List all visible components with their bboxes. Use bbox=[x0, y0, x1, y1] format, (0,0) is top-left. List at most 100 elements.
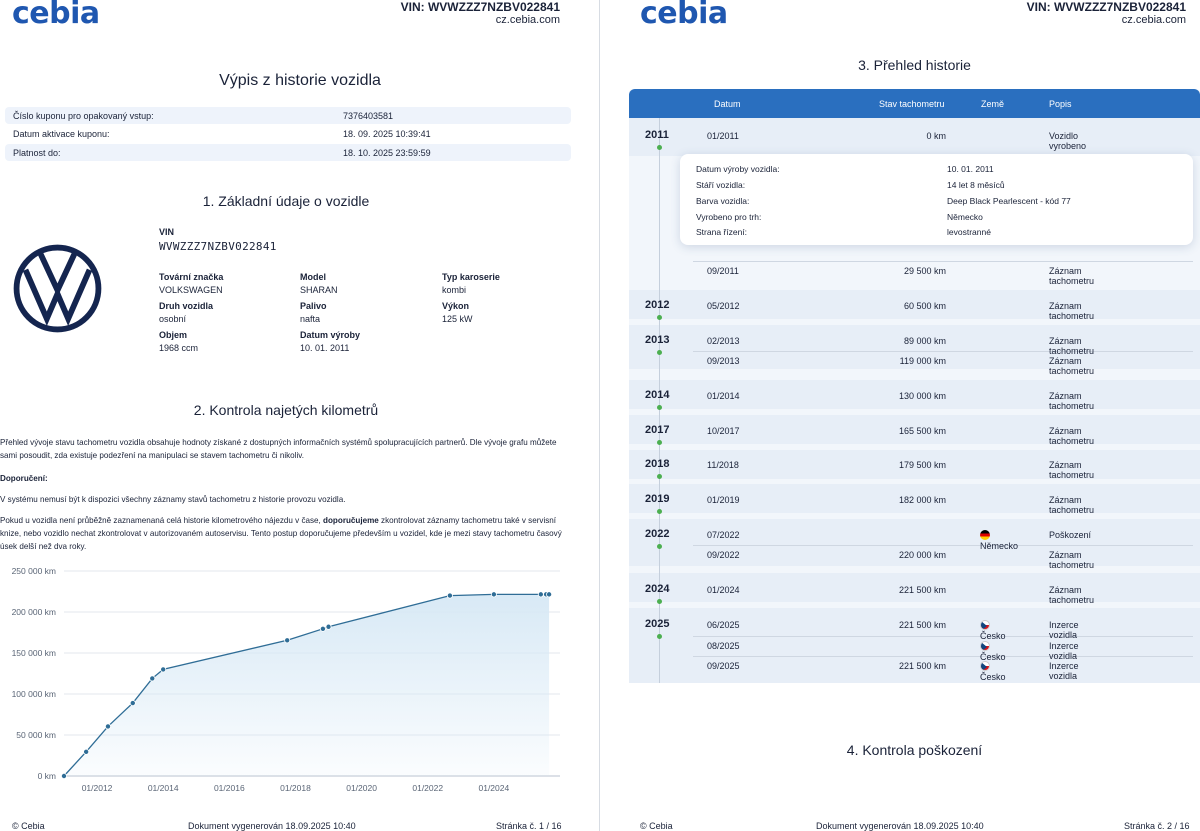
history-odometer: 29 500 km bbox=[903, 266, 946, 276]
history-date: 09/2013 bbox=[707, 356, 740, 366]
history-description: Záznam tachometru bbox=[1049, 356, 1095, 376]
website-link[interactable]: cz.cebia.com bbox=[1121, 14, 1186, 26]
history-year: 2013 bbox=[645, 334, 670, 346]
history-country: Německo bbox=[980, 530, 1018, 551]
year-band bbox=[629, 573, 1200, 602]
footer-copyright: © Cebia bbox=[640, 821, 673, 831]
timeline-dot bbox=[657, 350, 662, 355]
germany-flag-icon bbox=[980, 530, 990, 540]
recommendation-label: Doporučení: bbox=[0, 474, 48, 483]
timeline-dot bbox=[657, 405, 662, 410]
history-table-header: Datum Stav tachometru Země Popis bbox=[629, 89, 1200, 118]
history-year: 2024 bbox=[645, 583, 670, 595]
history-date: 01/2024 bbox=[707, 585, 740, 595]
x-tick-label: 01/2016 bbox=[214, 783, 245, 793]
timeline-dot bbox=[657, 509, 662, 514]
report-page-1: cebia VIN: WVWZZZ7NZBV022841 cz.cebia.co… bbox=[0, 0, 572, 831]
history-description: Záznam tachometru bbox=[1049, 460, 1095, 480]
timeline-dot bbox=[657, 599, 662, 604]
vin-header-text: VIN: WVWZZZ7NZBV022841 bbox=[400, 0, 560, 14]
detail-value: levostranné bbox=[947, 227, 991, 237]
footer-page-number: Stránka č. 1 / 16 bbox=[496, 821, 562, 831]
history-year: 2012 bbox=[645, 299, 670, 311]
history-country-name: Česko bbox=[980, 672, 1006, 682]
coupon-row-key: Platnost do: bbox=[13, 148, 61, 158]
field-label: Datum výroby bbox=[300, 330, 361, 340]
field-label: Tovární značka bbox=[159, 272, 224, 282]
history-date: 01/2014 bbox=[707, 391, 740, 401]
x-tick-label: 01/2012 bbox=[82, 783, 113, 793]
field-value: 1968 ccm bbox=[159, 343, 199, 353]
detail-key: Vyrobeno pro trh: bbox=[696, 212, 762, 222]
history-odometer: 220 000 km bbox=[898, 550, 946, 560]
column-header-country: Země bbox=[981, 99, 1005, 109]
x-tick-label: 01/2020 bbox=[346, 783, 377, 793]
history-date: 11/2018 bbox=[707, 460, 739, 470]
chart-point bbox=[160, 666, 167, 673]
advice-paragraph: Pokud u vozidla není průběžně zaznamenan… bbox=[0, 514, 572, 553]
history-description: Inzerce vozidla bbox=[1049, 661, 1079, 681]
footer-copyright: © Cebia bbox=[12, 821, 45, 831]
history-description: Záznam tachometru bbox=[1049, 266, 1095, 286]
website-link[interactable]: cz.cebia.com bbox=[495, 14, 560, 26]
history-description: Inzerce vozidla bbox=[1049, 641, 1079, 661]
year-band bbox=[629, 415, 1200, 444]
year-band bbox=[629, 450, 1200, 479]
history-description: Inzerce vozidla bbox=[1049, 620, 1079, 640]
history-odometer: 179 500 km bbox=[898, 460, 946, 470]
history-year: 2011 bbox=[645, 129, 669, 141]
history-date: 01/2011 bbox=[707, 131, 739, 141]
czech-flag-icon bbox=[980, 620, 990, 630]
history-odometer: 221 500 km bbox=[898, 585, 946, 595]
detail-value: Německo bbox=[947, 212, 983, 222]
chart-point bbox=[149, 675, 156, 682]
history-date: 08/2025 bbox=[707, 641, 740, 651]
field-value: 125 kW bbox=[442, 314, 473, 324]
column-header-date: Datum bbox=[714, 99, 741, 109]
year-band bbox=[629, 484, 1200, 513]
field-value: osobní bbox=[159, 314, 187, 324]
chart-area bbox=[64, 594, 550, 776]
chart-line bbox=[63, 593, 550, 777]
history-country: Česko bbox=[980, 641, 1006, 662]
cebia-logo: cebia bbox=[12, 0, 100, 31]
vin-header: VIN: WVWZZZ7NZBV022841 cz.cebia.com bbox=[401, 0, 560, 26]
history-date: 09/2022 bbox=[707, 550, 740, 560]
history-description: Záznam tachometru bbox=[1049, 550, 1095, 570]
vin-label: VIN bbox=[159, 227, 175, 237]
history-year: 2025 bbox=[645, 618, 670, 630]
chart-point bbox=[129, 700, 136, 707]
history-odometer: 119 000 km bbox=[899, 356, 946, 366]
history-description: Poškození bbox=[1049, 530, 1092, 540]
row-divider bbox=[693, 261, 1193, 262]
coupon-row: Datum aktivace kuponu: 18. 09. 2025 10:3… bbox=[5, 125, 571, 142]
history-odometer: 221 500 km bbox=[898, 620, 946, 630]
chart-point bbox=[319, 625, 326, 632]
history-date: 01/2019 bbox=[707, 495, 740, 505]
field-label: Palivo bbox=[300, 301, 327, 311]
field-value: nafta bbox=[300, 314, 321, 324]
czech-flag-icon bbox=[980, 661, 990, 671]
column-header-description: Popis bbox=[1049, 99, 1072, 109]
section-1-title: 1. Základní údaje o vozidle bbox=[202, 193, 370, 209]
year-band bbox=[629, 380, 1200, 409]
coupon-row-value: 18. 09. 2025 10:39:41 bbox=[343, 129, 431, 139]
history-country: Česko bbox=[980, 620, 1006, 641]
vehicle-detail-card: Datum výroby vozidla: 10. 01. 2011 Stáří… bbox=[680, 154, 1193, 245]
field-label: Typ karoserie bbox=[442, 272, 500, 282]
history-country: Česko bbox=[980, 661, 1006, 682]
history-odometer: 60 500 km bbox=[903, 301, 946, 311]
section-2-title: 2. Kontrola najetých kilometrů bbox=[193, 402, 379, 418]
field-label: Model bbox=[300, 272, 326, 282]
coupon-row-value: 7376403581 bbox=[343, 111, 394, 121]
intro-paragraph: Přehled vývoje stavu tachometru vozidla … bbox=[0, 438, 557, 460]
history-year: 2014 bbox=[645, 389, 670, 401]
year-band bbox=[629, 290, 1200, 319]
row-divider bbox=[693, 636, 1193, 637]
detail-key: Strana řízení: bbox=[696, 227, 748, 237]
cebia-logo: cebia bbox=[640, 0, 728, 31]
history-odometer: 89 000 km bbox=[903, 336, 946, 346]
year-band bbox=[629, 519, 1200, 566]
footer-page-number: Stránka č. 2 / 16 bbox=[1124, 821, 1190, 831]
column-header-odometer: Stav tachometru bbox=[879, 99, 945, 109]
